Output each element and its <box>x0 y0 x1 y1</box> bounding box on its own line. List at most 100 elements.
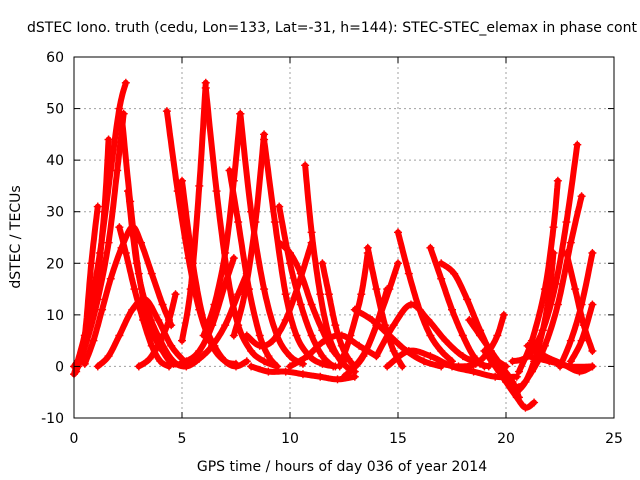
data-point <box>195 346 204 355</box>
data-point <box>307 331 316 340</box>
series-arc-17 <box>225 166 282 371</box>
series-line <box>81 224 175 367</box>
data-point <box>337 331 346 340</box>
series-line <box>179 79 209 344</box>
data-series <box>70 78 597 412</box>
data-point <box>156 336 165 345</box>
data-point <box>281 316 290 325</box>
data-point <box>247 362 256 371</box>
data-point <box>275 202 284 211</box>
data-point <box>145 354 154 363</box>
data-point <box>368 316 377 325</box>
series-line <box>509 141 581 365</box>
series-arc-47 <box>566 300 597 366</box>
y-axis-label: dSTEC / TECUs <box>8 185 24 288</box>
data-point <box>476 331 485 340</box>
data-point <box>394 228 402 237</box>
data-point <box>437 359 446 368</box>
data-point <box>115 331 124 340</box>
data-point <box>499 310 508 319</box>
series-line <box>287 332 380 370</box>
data-point <box>340 372 348 381</box>
data-point <box>566 336 575 345</box>
data-point <box>307 228 316 237</box>
data-point <box>294 279 303 288</box>
data-point <box>93 362 102 371</box>
data-point <box>260 357 269 366</box>
data-point <box>465 316 474 325</box>
data-point <box>121 78 130 87</box>
data-point <box>573 140 582 149</box>
data-point <box>463 295 472 304</box>
data-point <box>286 248 294 257</box>
data-point <box>437 274 446 283</box>
data-point <box>383 362 392 371</box>
data-point <box>158 300 167 309</box>
data-point <box>93 295 102 304</box>
data-point <box>124 187 132 196</box>
data-point <box>527 367 536 376</box>
data-point <box>577 192 586 201</box>
y-tick-label: 40 <box>46 153 64 169</box>
data-point <box>167 341 176 350</box>
data-point <box>346 331 355 340</box>
data-point <box>553 176 562 185</box>
data-point <box>512 372 521 381</box>
data-point <box>113 166 122 175</box>
y-tick-label: 60 <box>46 50 64 66</box>
data-point <box>180 357 189 366</box>
data-point <box>115 104 124 113</box>
data-point <box>577 300 586 309</box>
data-point <box>298 370 307 379</box>
data-point <box>469 352 478 361</box>
data-point <box>229 254 238 263</box>
data-point <box>270 218 279 227</box>
data-point <box>404 346 413 355</box>
data-point <box>154 316 163 325</box>
series-arc-24 <box>275 238 348 366</box>
data-point <box>93 202 102 211</box>
data-point <box>169 357 178 366</box>
data-point <box>316 372 325 381</box>
data-point <box>530 398 539 407</box>
data-point <box>247 346 256 355</box>
data-point <box>195 354 204 363</box>
data-point <box>260 285 269 294</box>
data-point <box>130 285 139 294</box>
data-point <box>424 316 433 325</box>
data-point <box>134 362 143 371</box>
data-point <box>104 135 113 144</box>
data-point <box>538 326 547 335</box>
data-point <box>106 274 115 283</box>
data-point <box>156 357 165 366</box>
data-point <box>389 321 398 330</box>
data-point <box>441 336 450 345</box>
axis-ticks: 0 5 10 15 20 25 -10 0 10 20 30 40 50 60 <box>41 50 623 447</box>
data-point <box>359 352 368 361</box>
data-point <box>318 359 327 368</box>
data-point <box>221 248 230 257</box>
data-point <box>251 218 260 227</box>
data-point <box>502 372 510 381</box>
data-point <box>419 357 428 366</box>
data-point <box>372 352 381 361</box>
data-point <box>372 321 381 330</box>
data-point <box>320 336 329 345</box>
data-point <box>255 331 264 340</box>
data-point <box>229 331 238 340</box>
data-point <box>350 305 359 314</box>
series-arc-11 <box>134 290 180 371</box>
data-point <box>234 218 243 227</box>
data-point <box>346 367 355 376</box>
series-line <box>395 229 455 365</box>
data-point <box>551 279 560 288</box>
data-point <box>80 359 89 368</box>
data-point <box>355 341 364 350</box>
data-point <box>121 248 130 257</box>
series-line <box>557 250 596 370</box>
data-point <box>480 362 489 371</box>
data-point <box>404 269 413 278</box>
data-point <box>232 362 240 371</box>
data-point <box>588 300 597 309</box>
